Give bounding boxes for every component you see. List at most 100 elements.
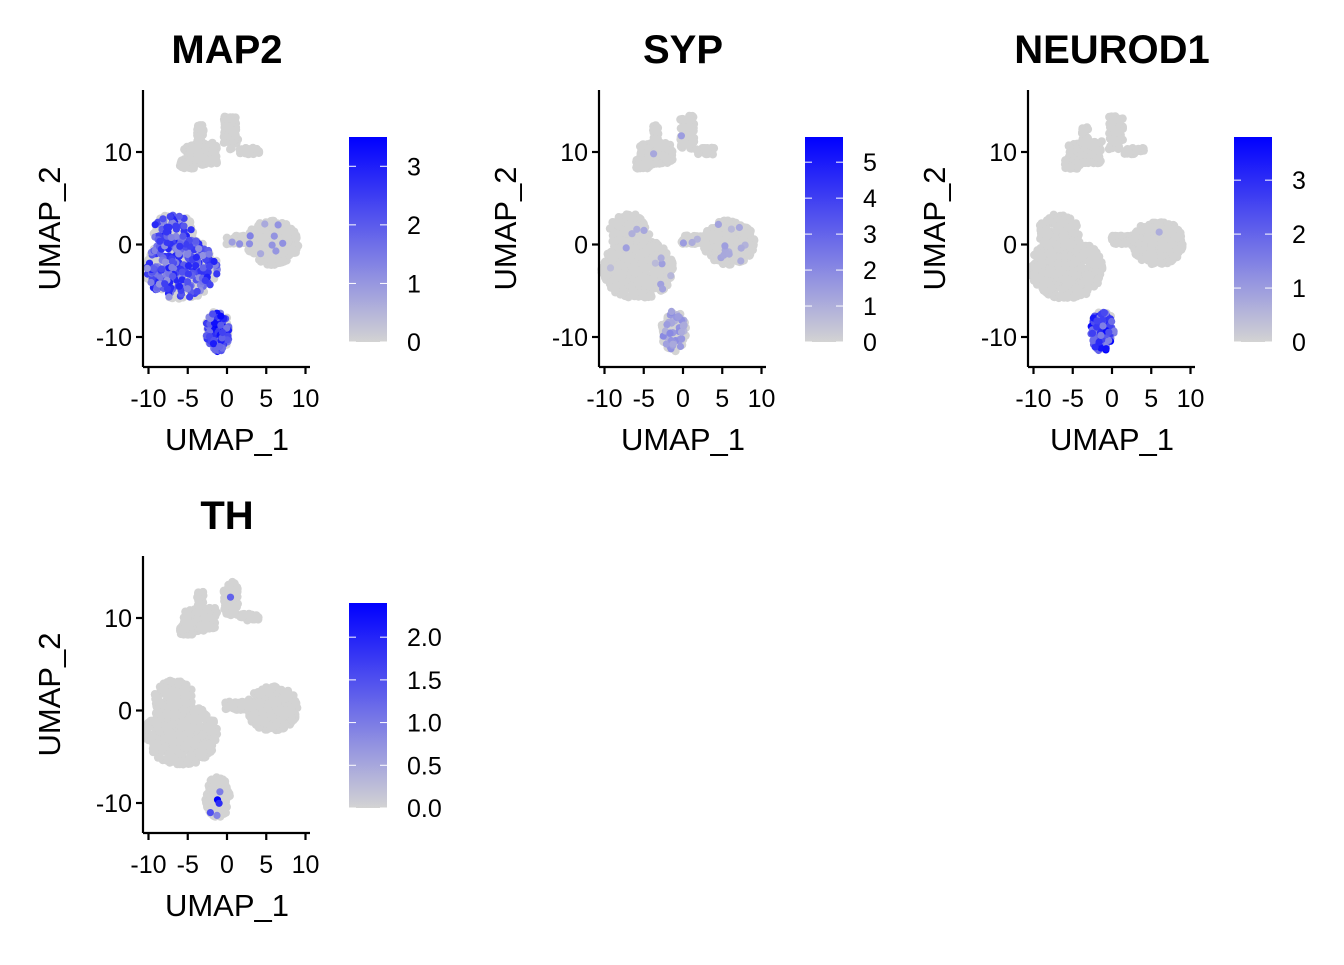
cell-point-expressed <box>666 330 673 337</box>
cell-point <box>209 146 217 154</box>
y-tick-label: -10 <box>96 324 132 352</box>
colorbar-tick-label: 2 <box>1292 221 1306 249</box>
cell-point <box>238 613 246 621</box>
cell-point-expressed <box>185 270 192 277</box>
cell-point <box>194 141 202 149</box>
x-tick-label: -10 <box>586 385 622 413</box>
colorbar-tick-label: 0 <box>1292 329 1306 357</box>
cell-point <box>616 218 624 226</box>
x-tick-label: 0 <box>1105 385 1119 413</box>
cell-point <box>1068 222 1076 230</box>
cell-point-expressed <box>623 244 630 251</box>
cell-point <box>651 135 659 143</box>
y-tick-label: 0 <box>1003 232 1017 260</box>
cell-point-expressed <box>247 232 254 239</box>
cell-point-expressed <box>261 220 268 227</box>
cell-point <box>231 131 239 139</box>
cell-point-expressed <box>236 240 243 247</box>
x-tick-label: 10 <box>748 385 776 413</box>
cell-point <box>211 604 219 612</box>
cell-point <box>645 277 653 285</box>
cell-point <box>606 249 614 257</box>
colorbar-tick-label: 1 <box>863 293 877 321</box>
cell-point <box>749 246 757 254</box>
cell-point <box>1061 261 1069 269</box>
cell-point <box>628 214 636 222</box>
cell-point <box>222 122 230 130</box>
cell-points <box>143 113 303 356</box>
cell-point <box>179 626 187 634</box>
cell-point-expressed <box>144 265 151 272</box>
cell-point-expressed <box>726 251 733 258</box>
cell-points <box>597 112 758 355</box>
cell-point-expressed <box>628 230 635 237</box>
cell-point-expressed <box>229 239 236 246</box>
x-tick-label: 0 <box>220 385 234 413</box>
cell-point <box>233 593 241 601</box>
cell-point-expressed <box>1099 322 1106 329</box>
cell-point-expressed <box>158 265 165 272</box>
x-tick-label: 10 <box>1177 385 1205 413</box>
cell-point <box>1142 254 1150 262</box>
cell-point-expressed <box>217 313 224 320</box>
cell-point <box>633 267 641 275</box>
cell-point-expressed <box>257 250 264 257</box>
x-tick-label: 5 <box>259 385 273 413</box>
cell-point <box>156 753 164 761</box>
cell-point-expressed <box>246 240 253 247</box>
cell-point-expressed <box>669 341 676 348</box>
cell-point <box>1053 241 1061 249</box>
cell-point-expressed <box>737 257 744 264</box>
cell-point <box>1094 274 1102 282</box>
cell-point <box>1040 239 1048 247</box>
cell-point <box>210 157 218 165</box>
cell-point-expressed <box>167 213 174 220</box>
x-tick-label: -10 <box>130 385 166 413</box>
x-axis-label: UMAP_1 <box>621 422 745 457</box>
colorbar-tick-label: 4 <box>863 185 877 213</box>
cell-point <box>158 744 166 752</box>
cell-point <box>623 255 631 263</box>
cell-point-expressed <box>172 223 179 230</box>
cell-point-expressed <box>667 272 674 279</box>
cell-point <box>724 217 732 225</box>
colorbar-tick-label: 2 <box>863 257 877 285</box>
y-tick-label: 0 <box>574 232 588 260</box>
cell-point <box>1165 230 1173 238</box>
cell-point <box>290 246 298 254</box>
cell-point <box>225 582 233 590</box>
cell-point <box>1075 254 1083 262</box>
panel-title: NEUROD1 <box>1014 28 1210 72</box>
cell-point <box>177 734 185 742</box>
colorbar <box>805 137 843 342</box>
cell-point <box>650 269 658 277</box>
cell-point <box>1060 276 1068 284</box>
cell-point <box>608 237 616 245</box>
cell-point <box>224 610 232 618</box>
cell-point-expressed <box>184 278 191 285</box>
x-tick-label: -10 <box>1015 385 1051 413</box>
cell-point <box>188 630 196 638</box>
cell-point-expressed <box>658 254 665 261</box>
cell-point <box>1045 230 1053 238</box>
panel-title: SYP <box>643 28 723 72</box>
cell-point <box>685 112 693 120</box>
cell-point <box>195 125 203 133</box>
cell-point <box>1060 293 1068 301</box>
cell-point <box>1176 231 1184 239</box>
cell-point <box>226 145 234 153</box>
cell-point <box>649 126 657 134</box>
cell-point-expressed <box>689 239 696 246</box>
cell-point-expressed <box>715 221 722 228</box>
cell-point-expressed <box>210 340 217 347</box>
cell-point-expressed <box>279 240 286 247</box>
cell-point <box>702 148 710 156</box>
cell-point-expressed <box>179 269 186 276</box>
colorbar <box>349 137 387 342</box>
cell-point <box>1106 123 1114 131</box>
x-axis-label: UMAP_1 <box>165 422 289 457</box>
cell-point <box>1162 242 1170 250</box>
y-tick-label: 10 <box>560 139 588 167</box>
